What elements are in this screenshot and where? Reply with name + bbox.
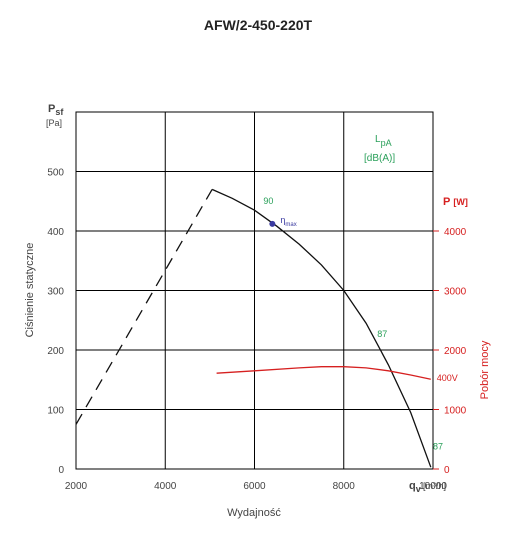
- tick-labels: 2000 4000 6000 8000 10000 0 100 200 300 400 500 0 10…: [47, 168, 466, 493]
- grid: [75, 111, 434, 470]
- y-axis-symbol: Psf: [48, 103, 64, 117]
- eta-max-label: ηmax: [280, 215, 296, 228]
- series-line-2: [216, 366, 431, 380]
- y-tick-label-1: 100: [47, 406, 64, 417]
- y-axis-label: Ciśnienie statyczne: [24, 243, 36, 338]
- x-axis-label: Wydajność: [227, 507, 281, 519]
- series-line-0: [75, 189, 213, 425]
- y-tick-label-2: 200: [47, 346, 64, 357]
- eta-max-point: [269, 220, 276, 227]
- series-group: 90 87 87 ηmax 400V: [75, 188, 458, 468]
- lpa-symbol: LpA: [375, 134, 392, 148]
- power-label-400v: 400V: [437, 373, 458, 383]
- y-tick-label-5: 500: [47, 168, 64, 179]
- y-tick-label-3: 300: [47, 287, 64, 298]
- x-tick-label-3: 8000: [333, 481, 356, 492]
- y2-tick-label-3: 3000: [444, 287, 467, 298]
- noise-label-1: 87: [377, 329, 387, 339]
- lpa-unit: [dB(A)]: [364, 153, 395, 164]
- y2-tick-label-1: 1000: [444, 406, 467, 417]
- noise-label-2: 87: [433, 441, 443, 451]
- y2-tick-label-4: 4000: [444, 227, 467, 238]
- series-line-1: [211, 188, 432, 468]
- y2-tick-label-2: 2000: [444, 346, 467, 357]
- y-tick-label-0: 0: [58, 465, 64, 476]
- chart-title: AFW/2-450-220T: [204, 17, 313, 33]
- x-tick-label-2: 6000: [243, 481, 266, 492]
- y-tick-label-4: 400: [47, 227, 64, 238]
- x-tick-label-0: 2000: [65, 481, 88, 492]
- x-tick-label-4: 10000: [419, 481, 447, 492]
- y2-tick-label-0: 0: [444, 465, 450, 476]
- y2-axis-symbol: P [W]: [443, 196, 468, 208]
- x-axis-unit: [m³/h]: [423, 481, 446, 491]
- x-tick-label-1: 4000: [154, 481, 177, 492]
- y2-axis-label: Pobór mocy: [479, 340, 491, 399]
- noise-label-0: 90: [263, 196, 273, 206]
- y-axis-unit: [Pa]: [46, 118, 62, 128]
- x-axis-symbol: qv: [409, 480, 421, 494]
